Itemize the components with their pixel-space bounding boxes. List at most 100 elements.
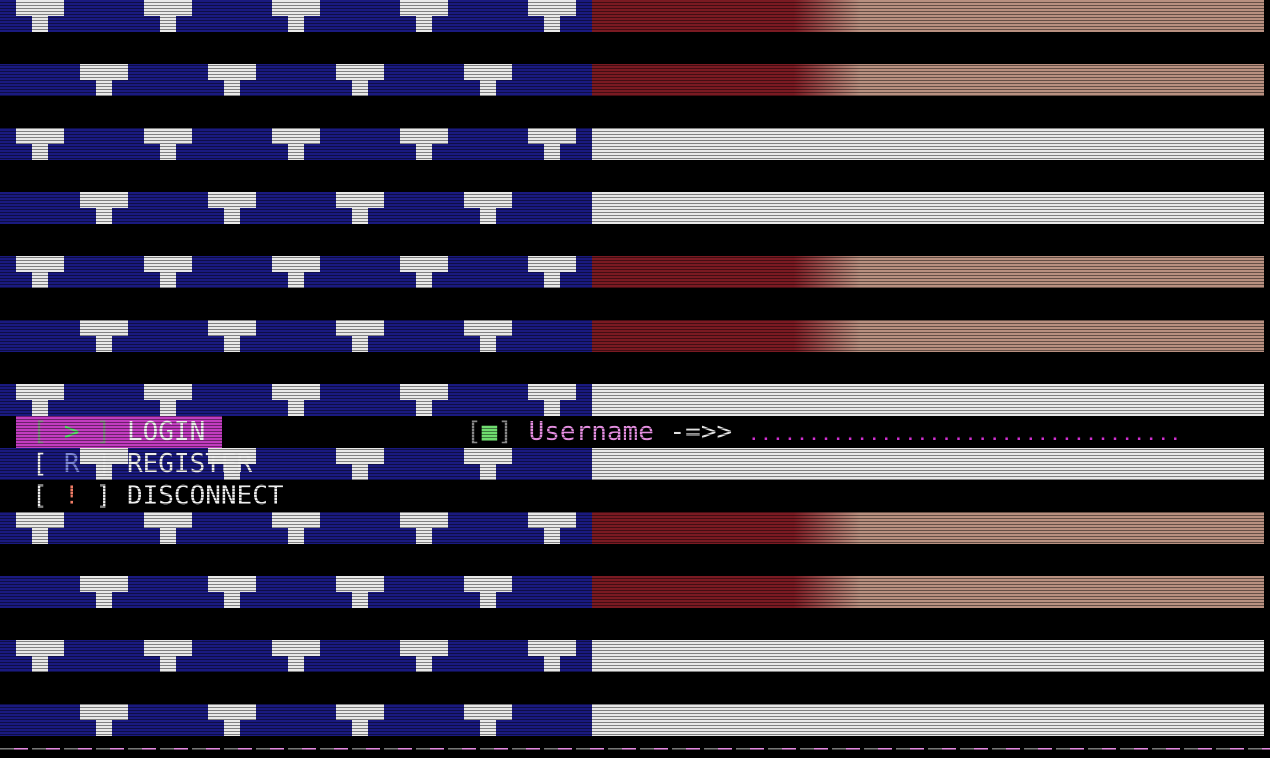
menu-item-register[interactable]: [R] REGISTER bbox=[16, 448, 284, 480]
star-icon bbox=[352, 208, 368, 224]
star-icon bbox=[16, 128, 64, 144]
star-icon bbox=[544, 16, 560, 32]
star-icon bbox=[352, 80, 368, 96]
star-icon bbox=[208, 192, 256, 208]
star-icon bbox=[544, 272, 560, 288]
star-icon bbox=[528, 256, 576, 272]
star-icon bbox=[336, 320, 384, 336]
flag-stripe-red bbox=[592, 320, 1264, 352]
star-icon bbox=[336, 576, 384, 592]
star-icon bbox=[400, 256, 448, 272]
star-icon bbox=[544, 528, 560, 544]
bracket-open: [ bbox=[32, 449, 48, 479]
star-icon bbox=[32, 400, 48, 416]
star-icon bbox=[224, 592, 240, 608]
flag-stripe-white bbox=[592, 640, 1264, 672]
star-icon bbox=[400, 128, 448, 144]
star-icon bbox=[16, 640, 64, 656]
star-icon bbox=[336, 704, 384, 720]
star-icon bbox=[272, 0, 320, 16]
star-icon bbox=[400, 512, 448, 528]
star-icon bbox=[336, 448, 384, 464]
star-icon bbox=[288, 16, 304, 32]
star-icon bbox=[80, 448, 128, 464]
bracket-close: ] bbox=[497, 417, 513, 447]
star-icon bbox=[528, 640, 576, 656]
star-icon bbox=[416, 272, 432, 288]
star-icon bbox=[160, 272, 176, 288]
star-icon bbox=[32, 656, 48, 672]
star-icon bbox=[144, 384, 192, 400]
star-icon bbox=[352, 464, 368, 480]
star-icon bbox=[272, 128, 320, 144]
star-icon bbox=[352, 592, 368, 608]
star-icon bbox=[208, 576, 256, 592]
star-icon bbox=[464, 448, 512, 464]
username-input[interactable]: .................................... bbox=[747, 421, 1182, 445]
star-icon bbox=[352, 720, 368, 736]
star-icon bbox=[400, 384, 448, 400]
star-icon bbox=[80, 576, 128, 592]
flag-stripe-white bbox=[592, 192, 1264, 224]
flag-stripe-white bbox=[592, 384, 1264, 416]
star-icon bbox=[272, 384, 320, 400]
star-icon bbox=[16, 256, 64, 272]
bracket-open: [ bbox=[466, 417, 482, 447]
star-icon bbox=[528, 384, 576, 400]
star-icon bbox=[224, 336, 240, 352]
star-icon bbox=[160, 144, 176, 160]
star-icon bbox=[144, 512, 192, 528]
menu-key-login: > bbox=[63, 417, 80, 447]
star-icon bbox=[400, 0, 448, 16]
star-icon bbox=[480, 720, 496, 736]
star-icon bbox=[32, 272, 48, 288]
flag-stripe-red bbox=[592, 64, 1264, 96]
star-icon bbox=[80, 64, 128, 80]
flag-stripe-white bbox=[592, 128, 1264, 160]
star-icon bbox=[544, 144, 560, 160]
bottom-divider bbox=[0, 748, 1270, 750]
star-icon bbox=[208, 64, 256, 80]
star-icon bbox=[96, 464, 112, 480]
star-icon bbox=[464, 192, 512, 208]
star-icon bbox=[480, 208, 496, 224]
menu-key-disconnect: ! bbox=[63, 481, 80, 511]
star-icon bbox=[272, 640, 320, 656]
star-icon bbox=[160, 400, 176, 416]
star-icon bbox=[160, 656, 176, 672]
flag-stripe-red bbox=[592, 512, 1264, 544]
star-icon bbox=[96, 720, 112, 736]
star-icon bbox=[272, 256, 320, 272]
star-icon bbox=[224, 208, 240, 224]
bracket-open: [ bbox=[32, 481, 48, 511]
star-icon bbox=[464, 320, 512, 336]
star-icon bbox=[416, 656, 432, 672]
star-icon bbox=[80, 192, 128, 208]
star-icon bbox=[336, 64, 384, 80]
field-bullet-icon: ■ bbox=[481, 417, 498, 447]
star-icon bbox=[480, 336, 496, 352]
star-icon bbox=[288, 144, 304, 160]
star-icon bbox=[528, 512, 576, 528]
flag-stripe-red bbox=[592, 576, 1264, 608]
username-prompt[interactable]: [■] Username -=>> ......................… bbox=[466, 416, 1246, 448]
star-icon bbox=[208, 320, 256, 336]
star-icon bbox=[224, 720, 240, 736]
star-icon bbox=[96, 80, 112, 96]
star-icon bbox=[544, 656, 560, 672]
star-icon bbox=[96, 336, 112, 352]
star-icon bbox=[288, 400, 304, 416]
star-icon bbox=[464, 576, 512, 592]
bracket-close: ] bbox=[95, 481, 112, 511]
menu-label-register: REGISTER bbox=[126, 449, 253, 479]
star-icon bbox=[80, 320, 128, 336]
star-icon bbox=[16, 512, 64, 528]
star-icon bbox=[32, 16, 48, 32]
bracket-close: ] bbox=[95, 449, 112, 479]
menu-item-disconnect[interactable]: [!] DISCONNECT bbox=[16, 480, 284, 512]
flag-stripe-white bbox=[592, 448, 1264, 480]
bracket-close: ] bbox=[95, 417, 112, 447]
star-icon bbox=[96, 208, 112, 224]
star-icon bbox=[480, 80, 496, 96]
menu-item-login[interactable]: [>] LOGIN bbox=[16, 416, 222, 448]
